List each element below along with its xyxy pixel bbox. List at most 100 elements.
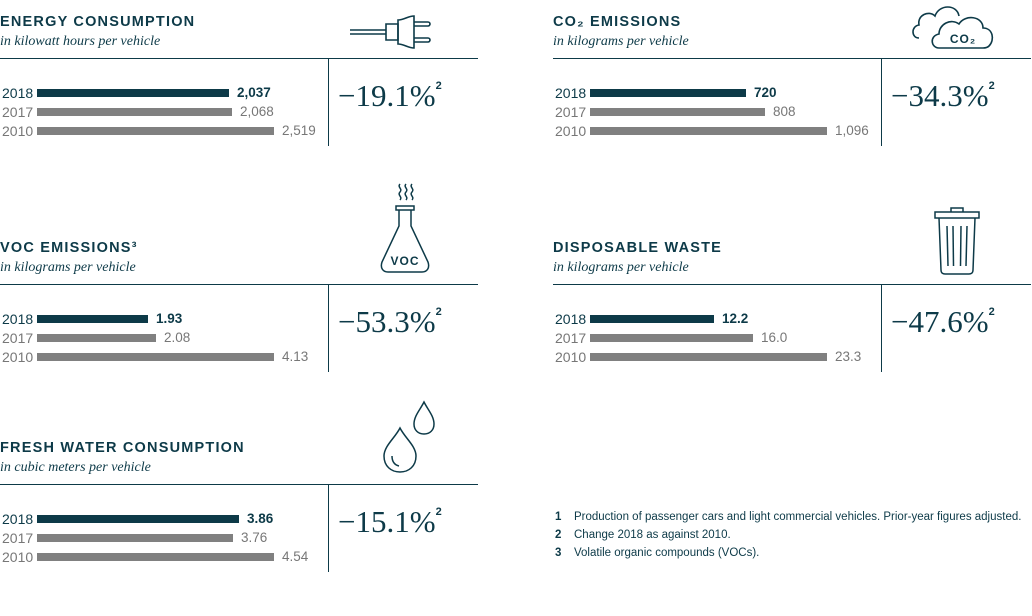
bar-2017 bbox=[590, 108, 765, 116]
footnote-number: 2 bbox=[555, 529, 562, 541]
co2-emissions-panel: CO₂ EMISSIONS in kilograms per vehicle C… bbox=[553, 0, 1031, 190]
year-label: 2010 bbox=[2, 349, 34, 365]
footnote-ref: 2 bbox=[435, 306, 442, 318]
bar-2017 bbox=[37, 534, 233, 542]
divider-vertical bbox=[328, 284, 329, 372]
bar-2010 bbox=[37, 127, 274, 135]
value-label: 808 bbox=[773, 104, 796, 119]
year-label: 2010 bbox=[555, 349, 587, 365]
bar-2018 bbox=[590, 89, 746, 97]
footnote-ref: 2 bbox=[988, 306, 995, 318]
water-drops-icon bbox=[383, 400, 435, 473]
year-label: 2017 bbox=[2, 330, 34, 346]
value-label: 23.3 bbox=[835, 349, 862, 364]
disposable-waste-panel: DISPOSABLE WASTE in kilograms per vehicl… bbox=[553, 207, 1031, 416]
divider-line bbox=[553, 284, 1031, 285]
footnote-ref: 2 bbox=[435, 80, 442, 92]
footnote-number: 1 bbox=[555, 511, 562, 523]
footnote-text: Production of passenger cars and light c… bbox=[574, 511, 1022, 523]
divider-line bbox=[0, 484, 478, 485]
value-label: 4.54 bbox=[282, 549, 309, 564]
year-label: 2017 bbox=[555, 330, 587, 346]
bar-row-2017: 2017 3.76 bbox=[0, 529, 330, 547]
bar-row-2010: 2010 1,096 bbox=[553, 122, 883, 140]
change-percentage: −15.1%2 bbox=[338, 504, 442, 540]
value-label: 1,096 bbox=[835, 123, 869, 138]
panel-subtitle: in cubic meters per vehicle bbox=[0, 460, 151, 475]
bar-2017 bbox=[37, 334, 156, 342]
bar-2010 bbox=[590, 353, 827, 361]
value-label: 2.08 bbox=[164, 330, 191, 345]
year-label: 2010 bbox=[2, 123, 34, 139]
panel-subtitle: in kilograms per vehicle bbox=[553, 34, 689, 49]
divider-vertical bbox=[328, 484, 329, 572]
panel-subtitle: in kilograms per vehicle bbox=[553, 260, 689, 275]
bar-row-2018: 2018 12.2 bbox=[553, 310, 883, 328]
divider-line bbox=[0, 58, 478, 59]
footnote-1: 1 Production of passenger cars and light … bbox=[555, 508, 1021, 526]
svg-text:CO₂: CO₂ bbox=[950, 32, 976, 46]
bar-row-2010: 2010 4.13 bbox=[0, 348, 330, 366]
change-value: −15.1% bbox=[338, 504, 436, 539]
divider-vertical bbox=[881, 284, 882, 372]
voc-emissions-panel: VOC EMISSIONS³ in kilograms per vehicle … bbox=[0, 183, 478, 416]
panel-title: ENERGY CONSUMPTION bbox=[0, 14, 196, 30]
value-label: 4.13 bbox=[282, 349, 309, 364]
svg-text:VOC: VOC bbox=[390, 254, 419, 268]
divider-vertical bbox=[881, 58, 882, 146]
bar-2010 bbox=[37, 353, 274, 361]
bar-2018 bbox=[37, 315, 148, 323]
panel-subtitle: in kilowatt hours per vehicle bbox=[0, 34, 161, 49]
panel-title: VOC EMISSIONS³ bbox=[0, 240, 138, 256]
bar-row-2010: 2010 2,519 bbox=[0, 122, 330, 140]
footnote-2: 2 Change 2018 as against 2010. bbox=[555, 526, 1021, 544]
bar-2017 bbox=[590, 334, 753, 342]
year-label: 2018 bbox=[555, 85, 587, 101]
value-label: 2,519 bbox=[282, 123, 316, 138]
panel-title: FRESH WATER CONSUMPTION bbox=[0, 440, 245, 456]
footnote-text: Change 2018 as against 2010. bbox=[574, 529, 731, 541]
value-label: 3.86 bbox=[247, 511, 274, 526]
value-label: 3.76 bbox=[241, 530, 268, 545]
change-value: −47.6% bbox=[891, 304, 989, 339]
year-label: 2018 bbox=[2, 311, 34, 327]
change-value: −34.3% bbox=[891, 78, 989, 113]
bar-row-2018: 2018 720 bbox=[553, 84, 883, 102]
value-label: 12.2 bbox=[722, 311, 749, 326]
bar-row-2018: 2018 1.93 bbox=[0, 310, 330, 328]
footnote-3: 3 Volatile organic compounds (VOCs). bbox=[555, 544, 1021, 562]
value-label: 1.93 bbox=[156, 311, 183, 326]
value-label: 720 bbox=[754, 85, 777, 100]
year-label: 2017 bbox=[2, 530, 34, 546]
year-label: 2017 bbox=[555, 104, 587, 120]
year-label: 2018 bbox=[555, 311, 587, 327]
bar-row-2010: 2010 4.54 bbox=[0, 548, 330, 566]
footnotes: 1 Production of passenger cars and light … bbox=[555, 508, 1021, 562]
bar-row-2017: 2017 16.0 bbox=[553, 329, 883, 347]
fresh-water-consumption-panel: FRESH WATER CONSUMPTION in cubic meters … bbox=[0, 400, 478, 616]
change-value: −53.3% bbox=[338, 304, 436, 339]
bar-2018 bbox=[590, 315, 714, 323]
bar-row-2017: 2017 2,068 bbox=[0, 103, 330, 121]
bar-2018 bbox=[37, 515, 239, 523]
footnote-ref: 2 bbox=[988, 80, 995, 92]
bar-2017 bbox=[37, 108, 232, 116]
bar-row-2018: 2018 2,037 bbox=[0, 84, 330, 102]
flask-voc-icon: VOC bbox=[380, 183, 430, 273]
year-label: 2017 bbox=[2, 104, 34, 120]
change-percentage: −34.3%2 bbox=[891, 78, 995, 114]
bar-2018 bbox=[37, 89, 229, 97]
value-label: 16.0 bbox=[761, 330, 788, 345]
bar-row-2018: 2018 3.86 bbox=[0, 510, 330, 528]
year-label: 2018 bbox=[2, 511, 34, 527]
bar-2010 bbox=[590, 127, 827, 135]
footnote-ref: 2 bbox=[435, 506, 442, 518]
change-percentage: −47.6%2 bbox=[891, 304, 995, 340]
bar-row-2010: 2010 23.3 bbox=[553, 348, 883, 366]
footnote-number: 3 bbox=[555, 547, 562, 559]
bar-row-2017: 2017 808 bbox=[553, 103, 883, 121]
change-value: −19.1% bbox=[338, 78, 436, 113]
panel-subtitle: in kilograms per vehicle bbox=[0, 260, 136, 275]
cloud-co2-icon: CO₂ bbox=[912, 6, 994, 49]
trash-bin-icon bbox=[934, 207, 980, 275]
